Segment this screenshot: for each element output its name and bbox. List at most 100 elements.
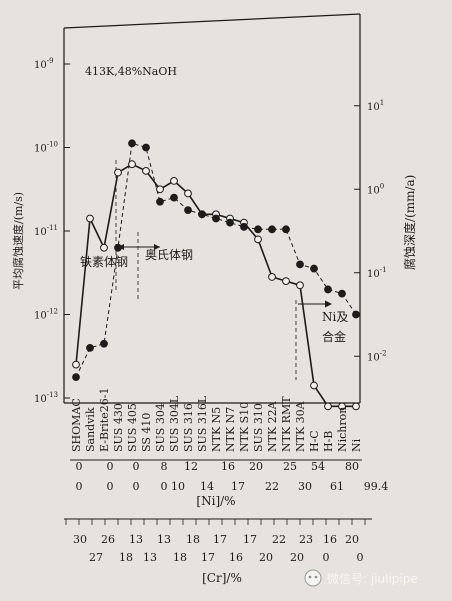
ni-value-row1: 16	[221, 460, 235, 473]
ni-value-row2: 17	[231, 480, 245, 493]
category-label: Nichron	[336, 407, 349, 452]
filled-data-point	[156, 197, 164, 206]
open-data-point	[338, 402, 346, 411]
condition-annotation: 413K,48%NaOH	[85, 65, 177, 78]
open-data-point	[184, 189, 192, 198]
cr-value-row2: 27	[89, 551, 103, 564]
ni-value-row1: 25	[283, 460, 297, 473]
category-label: SUS 405	[126, 403, 139, 452]
filled-data-point	[184, 206, 192, 215]
open-data-point	[72, 360, 80, 369]
open-data-point	[254, 235, 262, 244]
category-label: NTK S10	[238, 402, 251, 452]
filled-data-point	[142, 143, 150, 152]
filled-data-point	[268, 225, 276, 234]
cr-value-row1: 20	[345, 533, 359, 546]
filled-data-point	[240, 222, 248, 231]
ni-value-row1: 0	[76, 460, 83, 473]
cr-value-row2: 18	[119, 551, 133, 564]
ni-value-row2: 30	[298, 480, 312, 493]
filled-data-point	[100, 339, 108, 348]
filled-data-point	[324, 285, 332, 294]
cr-value-row1: 22	[272, 533, 286, 546]
frame-top	[63, 13, 361, 29]
cr-axis-title: [Cr]/%	[202, 571, 242, 585]
ni-value-row2: 22	[265, 480, 279, 493]
left-axis-tick-label: 10-11	[34, 224, 58, 238]
filled-data-point	[352, 310, 360, 319]
ni-value-row2: 10	[171, 480, 185, 493]
filled-data-point	[226, 218, 234, 227]
left-axis-tick-label: 10-12	[34, 308, 58, 322]
open-data-point	[324, 402, 332, 411]
cr-row-1: 30 26 13 13 18 17 17 22 23 16 20	[73, 533, 359, 546]
filled-data-point	[170, 193, 178, 202]
ni-value-row1: 54	[311, 460, 325, 473]
ni-value-row2: 0	[161, 480, 168, 493]
category-label: NTK RMT	[280, 396, 293, 452]
watermark-text: 微信号: jiulipipe	[327, 572, 418, 586]
category-label: E-Brite26-1	[98, 388, 111, 452]
left-axis-tick-label: 10-9	[34, 57, 54, 71]
open-data-point	[310, 381, 318, 390]
category-label: NTK 30A	[294, 400, 307, 452]
right-axis-tick-label: 10-1	[367, 266, 387, 280]
open-data-point	[156, 185, 164, 194]
category-label: Sandvik	[84, 407, 97, 452]
ni-value-row2: 14	[200, 480, 214, 493]
ni-value-row1: 80	[345, 460, 359, 473]
cr-value-row1: 17	[213, 533, 227, 546]
right-axis-tick-label: 100	[367, 182, 384, 196]
filled-data-point	[310, 264, 318, 273]
wechat-icon	[304, 569, 322, 587]
cr-value-row1: 13	[157, 533, 171, 546]
category-label: SS 410	[140, 413, 153, 452]
wechat-icon-eye-left	[308, 575, 312, 579]
category-label: SUS 304	[154, 403, 167, 452]
filled-data-point	[212, 214, 220, 223]
open-data-point	[170, 177, 178, 185]
cr-value-row1: 30	[73, 533, 87, 546]
filled-data-point	[198, 210, 206, 219]
cr-value-row2: 0	[357, 551, 364, 564]
category-label: SUS 304L	[168, 395, 181, 452]
open-data-point	[282, 277, 290, 286]
ferritic-steel-label: 铁素体钢	[80, 255, 128, 269]
ni-row-1: 0 0 0 8 12 16 20 25 54 80	[76, 460, 360, 473]
wechat-watermark: 微信号: jiulipipe	[304, 569, 418, 587]
filled-data-point	[338, 289, 346, 298]
category-label: NTK N5	[210, 407, 223, 452]
open-data-point	[128, 160, 136, 169]
left-axis-ticks: 10-9 10-10 10-11 10-12 10-13	[34, 57, 70, 405]
open-data-point	[114, 168, 122, 177]
filled-data-point	[254, 225, 262, 234]
wechat-icon-eye-right	[314, 575, 318, 579]
cr-value-row2: 16	[229, 551, 243, 564]
filled-data-point	[72, 373, 80, 382]
filled-data-point	[296, 260, 304, 269]
ni-alloy-label-line1: Ni及	[322, 310, 348, 324]
open-data-point	[142, 166, 150, 175]
right-axis-tick-label: 101	[367, 99, 384, 113]
left-axis-title: 平均腐蚀速度/(m/s)	[11, 192, 25, 290]
category-label: SUS 316	[182, 403, 195, 452]
ni-alloy-label-line2: 合金	[322, 329, 346, 344]
left-axis-tick-label: 10-10	[34, 141, 58, 155]
ni-value-row1: 0	[133, 460, 140, 473]
left-axis-tick-label: 10-13	[34, 391, 58, 405]
ni-value-row2: 61	[330, 480, 344, 493]
filled-data-point	[282, 225, 290, 234]
cr-value-row2: 13	[143, 551, 157, 564]
open-data-point	[86, 214, 94, 223]
cr-value-row2: 17	[201, 551, 215, 564]
right-axis-tick-label: 10-2	[367, 349, 387, 363]
cr-value-row2: 0	[323, 551, 330, 564]
right-axis-title: 腐蚀深度/(mm/a)	[402, 175, 417, 270]
cr-value-row1: 16	[323, 533, 337, 546]
series-points	[72, 139, 360, 411]
open-data-point	[296, 281, 304, 290]
filled-data-point	[114, 243, 122, 252]
category-label: NTK 22A	[266, 400, 279, 452]
